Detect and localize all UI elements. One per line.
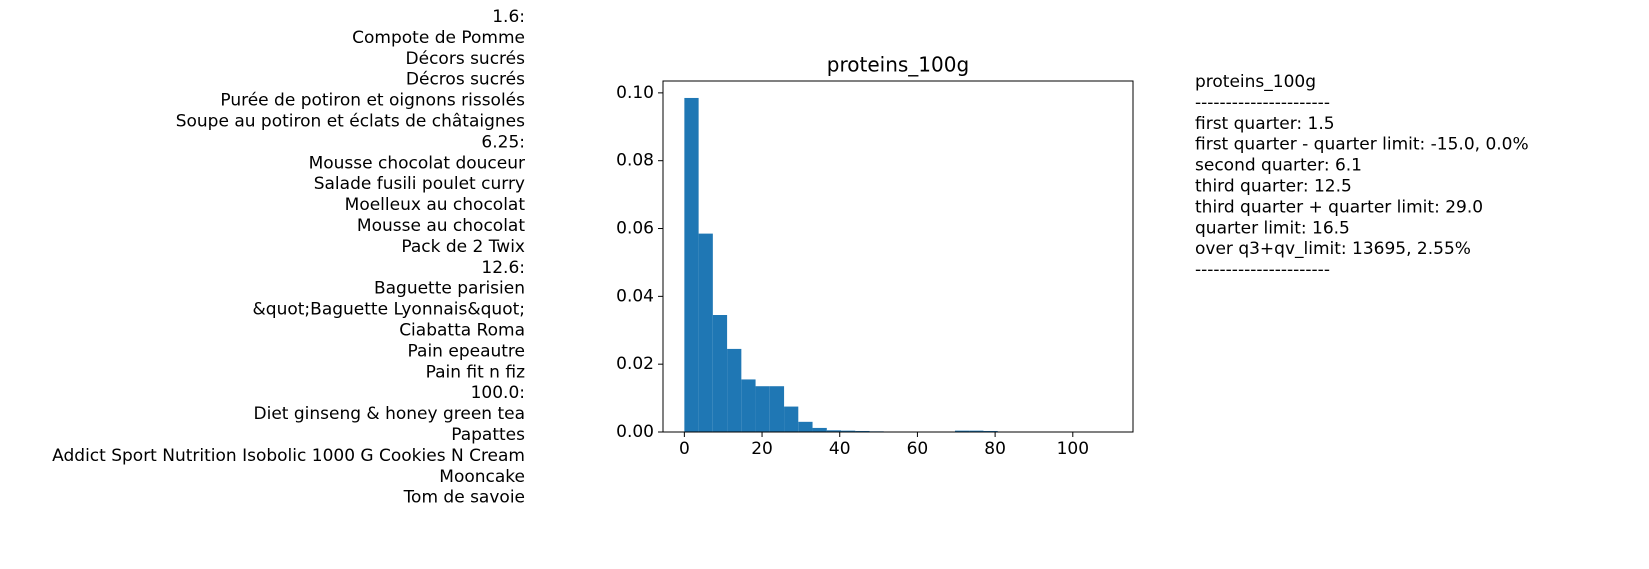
right-text-line: first quarter - quarter limit: -15.0, 0.… <box>1195 135 1529 155</box>
bar <box>684 97 699 433</box>
bar <box>755 386 770 432</box>
bar <box>698 233 713 432</box>
left-text-line: 12.6: <box>481 258 525 278</box>
right-text-line: first quarter: 1.5 <box>1195 114 1335 134</box>
y-tick-label: 0.06 <box>616 219 654 239</box>
right-text-line: ---------------------- <box>1195 93 1330 113</box>
bar <box>712 315 728 432</box>
right-text-line: second quarter: 6.1 <box>1195 156 1362 176</box>
left-text-line: Pain epeautre <box>408 341 525 361</box>
bar <box>855 430 870 432</box>
y-tick-label: 0.00 <box>616 422 654 442</box>
left-text-line: Baguette parisien <box>374 279 525 299</box>
y-tick-label: 0.02 <box>616 354 654 374</box>
left-text-line: 6.25: <box>481 132 525 152</box>
left-text-line: Décors sucrés <box>406 49 526 69</box>
right-text-line: third quarter: 12.5 <box>1195 177 1352 197</box>
bar <box>826 430 842 432</box>
right-text-line: quarter limit: 16.5 <box>1195 218 1350 238</box>
x-tick-label: 80 <box>984 439 1006 459</box>
left-text-line: Décros sucrés <box>406 70 525 90</box>
x-tick-label: 100 <box>1057 439 1089 459</box>
bar <box>812 427 827 432</box>
bar <box>769 386 785 432</box>
bar <box>741 379 756 432</box>
right-text-line: ---------------------- <box>1195 260 1330 280</box>
plot-frame <box>662 80 1134 433</box>
left-text-line: 100.0: <box>471 383 525 403</box>
left-text-line: Pack de 2 Twix <box>401 237 525 257</box>
left-text-line: Addict Sport Nutrition Isobolic 1000 G C… <box>52 446 525 466</box>
y-tick-label: 0.04 <box>616 286 654 306</box>
left-text-line: Papattes <box>451 425 525 445</box>
right-text-line: proteins_100g <box>1195 72 1316 92</box>
y-tick-label: 0.10 <box>616 83 654 103</box>
left-text-line: Salade fusili poulet curry <box>314 174 525 194</box>
left-text-line: 1.6: <box>492 7 525 27</box>
left-text-line: Mousse au chocolat <box>357 216 525 236</box>
left-text-line: Ciabatta Roma <box>399 321 525 341</box>
bar <box>954 430 970 432</box>
bar <box>784 406 799 432</box>
x-tick-label: 40 <box>829 439 851 459</box>
x-tick-label: 60 <box>907 439 929 459</box>
left-text-line: Moelleux au chocolat <box>345 195 526 215</box>
bar <box>969 430 984 432</box>
left-text-line: Purée de potiron et oignons rissolés <box>220 91 525 111</box>
left-text-line: Diet ginseng & honey green tea <box>254 404 526 424</box>
x-tick-label: 0 <box>679 439 690 459</box>
left-text-line: Soupe au potiron et éclats de châtaignes <box>176 112 525 132</box>
bar <box>727 348 742 432</box>
left-text-line: Compote de Pomme <box>352 28 525 48</box>
left-text-line: Tom de savoie <box>403 488 525 508</box>
right-text-line: third quarter + quarter limit: 29.0 <box>1195 197 1483 217</box>
y-tick-label: 0.08 <box>616 151 654 171</box>
bar <box>841 430 856 432</box>
bar <box>983 430 998 432</box>
right-text-line: over q3+qv_limit: 13695, 2.55% <box>1195 239 1471 259</box>
left-text-line: &quot;Baguette Lyonnais&quot; <box>253 300 525 320</box>
left-text-line: Mooncake <box>439 467 525 487</box>
chart-title: proteins_100g <box>827 53 969 77</box>
left-text-line: Pain fit n fiz <box>426 362 525 382</box>
left-text-line: Mousse chocolat douceur <box>309 153 525 173</box>
bar <box>798 421 813 432</box>
x-tick-label: 20 <box>751 439 773 459</box>
